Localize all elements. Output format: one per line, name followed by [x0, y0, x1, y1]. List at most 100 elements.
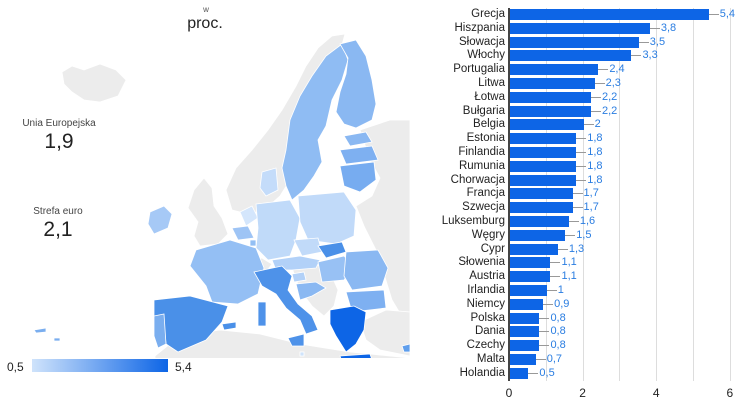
value-label: 2,4 — [609, 63, 625, 76]
bar[interactable] — [510, 50, 632, 62]
country-croatia — [295, 281, 327, 301]
y-axis-line — [508, 8, 510, 381]
country-bulgaria — [345, 289, 387, 313]
bar[interactable] — [510, 285, 547, 296]
bar[interactable] — [510, 354, 536, 365]
value-label: 1,1 — [561, 270, 577, 283]
eu-countries — [33, 39, 411, 358]
gridline — [656, 8, 658, 381]
category-label: Dania — [474, 325, 505, 338]
value-leader-line — [546, 290, 557, 291]
category-label: Cypr — [480, 242, 505, 255]
value-label: 3,8 — [660, 21, 677, 34]
scorecard-eurozone-value: 2,1 — [43, 218, 73, 241]
value-leader-line — [535, 359, 546, 360]
legend-gradient-bar — [32, 359, 168, 372]
bar[interactable] — [510, 367, 529, 379]
country-italy-sardinia — [257, 301, 267, 327]
europe-choropleth-map[interactable] — [0, 28, 420, 358]
category-label: Słowacja — [458, 35, 505, 48]
country-slovakia — [317, 241, 347, 259]
category-label: Holandia — [459, 366, 505, 379]
category-label: Litwa — [478, 77, 505, 89]
category-label: Hiszpania — [454, 21, 506, 34]
value-leader-line — [539, 331, 550, 333]
value-leader-line — [539, 317, 550, 319]
bar-chart-panel: 0 2 4 6 Grecja 5,4 Hiszpania 3,8 Słowacja 3,5 Włoc… — [410, 0, 750, 403]
value-label: 1,8 — [587, 173, 603, 186]
bar[interactable] — [510, 174, 577, 186]
map-title-prefix: w — [203, 5, 209, 14]
value-leader-line — [572, 207, 583, 209]
country-luxembourg — [249, 239, 257, 247]
bar[interactable] — [510, 188, 573, 200]
value-label: 1,7 — [583, 187, 599, 200]
country-spain-balearic — [221, 321, 237, 331]
value-label: 3,3 — [642, 49, 658, 62]
category-label: Niemcy — [466, 297, 505, 310]
country-denmark — [259, 167, 279, 197]
x-axis-tick: 2 — [579, 386, 586, 400]
bar[interactable] — [510, 91, 591, 103]
category-label: Belgia — [473, 118, 505, 131]
bar[interactable] — [510, 119, 584, 131]
bar[interactable] — [510, 202, 573, 214]
country-cyprus — [401, 343, 411, 353]
bar[interactable] — [510, 271, 551, 283]
value-label: 0,7 — [546, 353, 563, 365]
value-label: 1,8 — [587, 146, 603, 158]
category-label: Irlandia — [467, 284, 505, 296]
bar[interactable] — [510, 64, 599, 76]
bar[interactable] — [510, 160, 577, 172]
category-label: Słowenia — [458, 256, 505, 269]
value-label: 1 — [557, 284, 564, 296]
legend-max-label: 5,4 — [175, 360, 192, 374]
value-leader-line — [631, 55, 642, 57]
country-czechia — [293, 237, 323, 257]
bar[interactable] — [510, 147, 577, 158]
category-label: Estonia — [466, 132, 505, 145]
bar[interactable] — [510, 22, 650, 34]
value-leader-line — [572, 193, 583, 195]
category-label: Luksemburg — [441, 215, 505, 227]
country-france — [189, 239, 265, 305]
value-leader-line — [557, 248, 568, 250]
value-label: 2,2 — [601, 104, 618, 117]
category-label: Polska — [470, 311, 505, 324]
value-leader-line — [576, 165, 587, 167]
iceland — [61, 63, 127, 103]
gridline — [729, 8, 731, 381]
bar[interactable] — [510, 326, 540, 338]
gridline — [582, 8, 584, 381]
country-greece-crete — [339, 353, 372, 358]
bar[interactable] — [510, 257, 551, 269]
category-label: Włochy — [467, 49, 505, 62]
bar[interactable] — [510, 312, 540, 324]
value-leader-line — [649, 27, 660, 29]
bar[interactable] — [510, 78, 595, 89]
bar[interactable] — [510, 229, 566, 241]
bar[interactable] — [510, 216, 569, 227]
x-axis-tick: 0 — [505, 386, 513, 400]
bar[interactable] — [510, 243, 558, 255]
bar[interactable] — [510, 36, 639, 48]
bar[interactable] — [510, 340, 540, 352]
category-label: Austria — [469, 270, 505, 283]
country-finland — [335, 39, 377, 129]
category-label: Szwecja — [462, 201, 505, 214]
bar[interactable] — [510, 9, 709, 20]
value-leader-line — [550, 262, 561, 264]
value-label: 5,4 — [719, 8, 736, 20]
bar[interactable] — [510, 133, 577, 145]
gridline — [693, 8, 694, 381]
bar[interactable] — [510, 105, 591, 117]
value-leader-line — [576, 179, 587, 181]
country-portugal — [153, 313, 167, 349]
value-label: 0,8 — [550, 311, 566, 324]
value-leader-line — [528, 372, 539, 374]
country-sweden — [281, 43, 349, 201]
value-label: 0,8 — [550, 325, 566, 338]
value-leader-line — [594, 83, 605, 84]
value-label: 2,3 — [605, 77, 621, 89]
bar[interactable] — [510, 298, 544, 310]
